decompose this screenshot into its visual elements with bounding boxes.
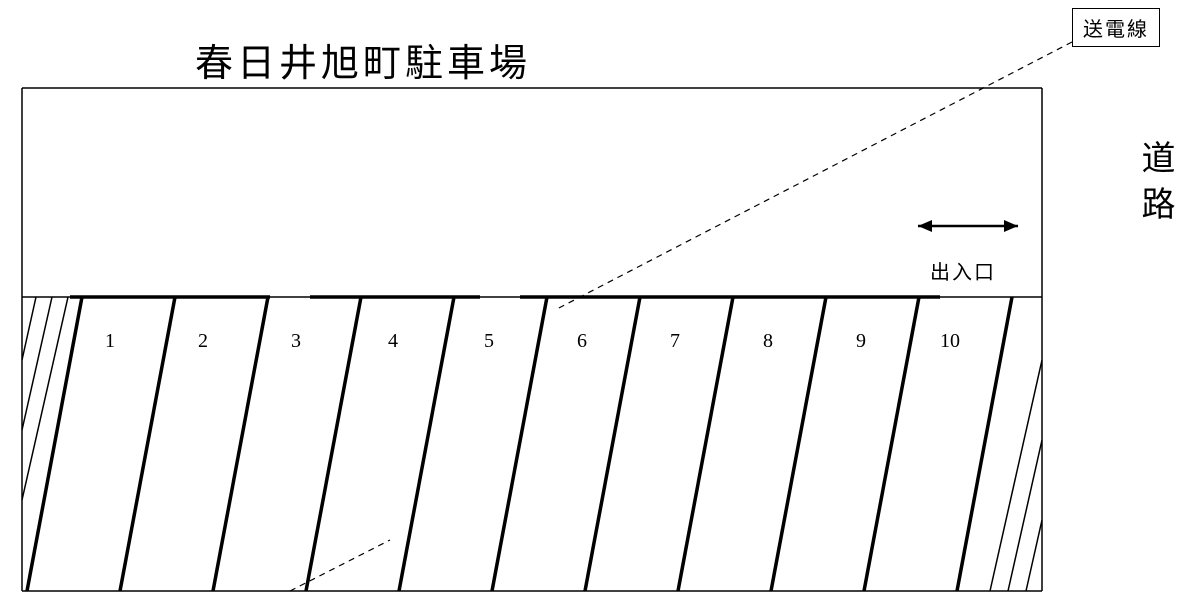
entrance-label: 出入口 [930,256,996,285]
slot-number: 3 [291,330,301,353]
slot-number: 4 [388,330,398,353]
slot-number: 5 [484,330,494,353]
slot-number: 8 [763,330,773,353]
slot-number: 10 [940,330,960,353]
diagram-title: 春日井旭町駐車場 [195,32,531,87]
road-label: 道路 [1130,140,1179,232]
slot-number: 9 [856,330,866,353]
powerline-label-box: 送電線 [1072,8,1160,47]
slot-number: 7 [670,330,680,353]
slot-number: 1 [105,330,115,353]
slot-number: 6 [577,330,587,353]
parking-diagram [0,0,1200,600]
slot-number: 2 [198,330,208,353]
